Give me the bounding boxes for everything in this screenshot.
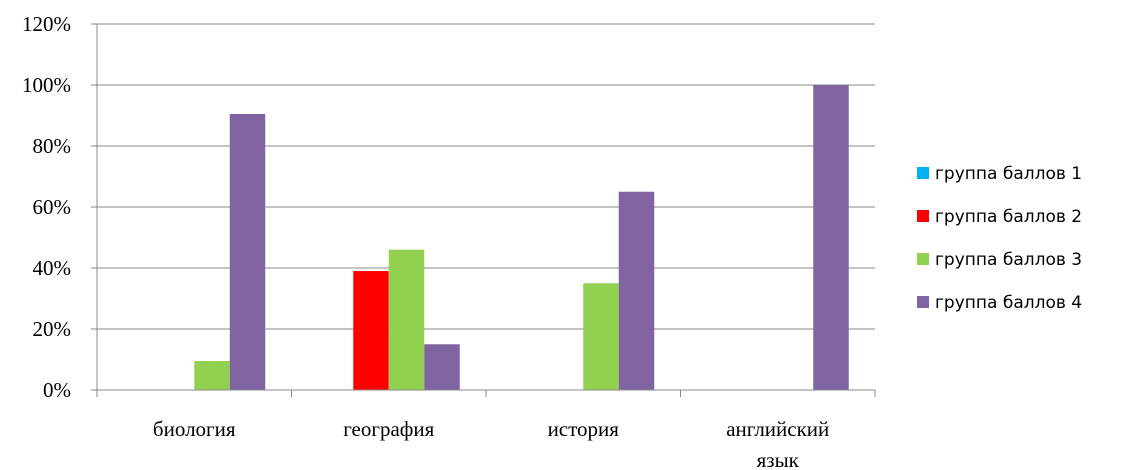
bar xyxy=(353,271,389,390)
y-tick-label: 0% xyxy=(43,378,71,402)
axes xyxy=(96,24,876,397)
y-tick-label: 20% xyxy=(33,317,72,341)
legend: группа баллов 1 группа баллов 2 группа бал… xyxy=(917,164,1082,313)
y-tick-label: 40% xyxy=(33,256,72,280)
y-tick-label: 100% xyxy=(22,73,71,97)
legend-swatch xyxy=(917,296,929,308)
x-axis-labels: биология география история английский язык xyxy=(153,417,829,470)
y-axis-ticks: 0% 20% 40% 60% 80% 100% 120% xyxy=(22,12,97,402)
x-category-label: география xyxy=(343,417,434,441)
bar xyxy=(388,249,425,390)
legend-swatch xyxy=(917,253,929,265)
y-tick-label: 80% xyxy=(33,134,72,158)
gridlines xyxy=(97,23,875,330)
legend-swatch xyxy=(917,167,929,179)
y-tick-label: 120% xyxy=(22,12,71,36)
y-tick-label: 60% xyxy=(33,195,72,219)
bar xyxy=(194,361,230,390)
x-category-label: биология xyxy=(153,417,236,441)
bar xyxy=(618,191,655,390)
bar xyxy=(813,85,849,390)
bars xyxy=(194,85,849,390)
x-category-label: английский язык xyxy=(726,417,829,470)
x-category-label: история xyxy=(548,417,620,441)
bar xyxy=(424,344,460,390)
legend-swatch xyxy=(917,210,929,222)
bar xyxy=(229,113,266,390)
legend-label: группа баллов 4 xyxy=(935,293,1082,313)
bar xyxy=(583,283,619,390)
legend-label: группа баллов 2 xyxy=(935,207,1082,227)
legend-label: группа баллов 3 xyxy=(935,250,1082,270)
legend-label: группа баллов 1 xyxy=(935,164,1082,184)
